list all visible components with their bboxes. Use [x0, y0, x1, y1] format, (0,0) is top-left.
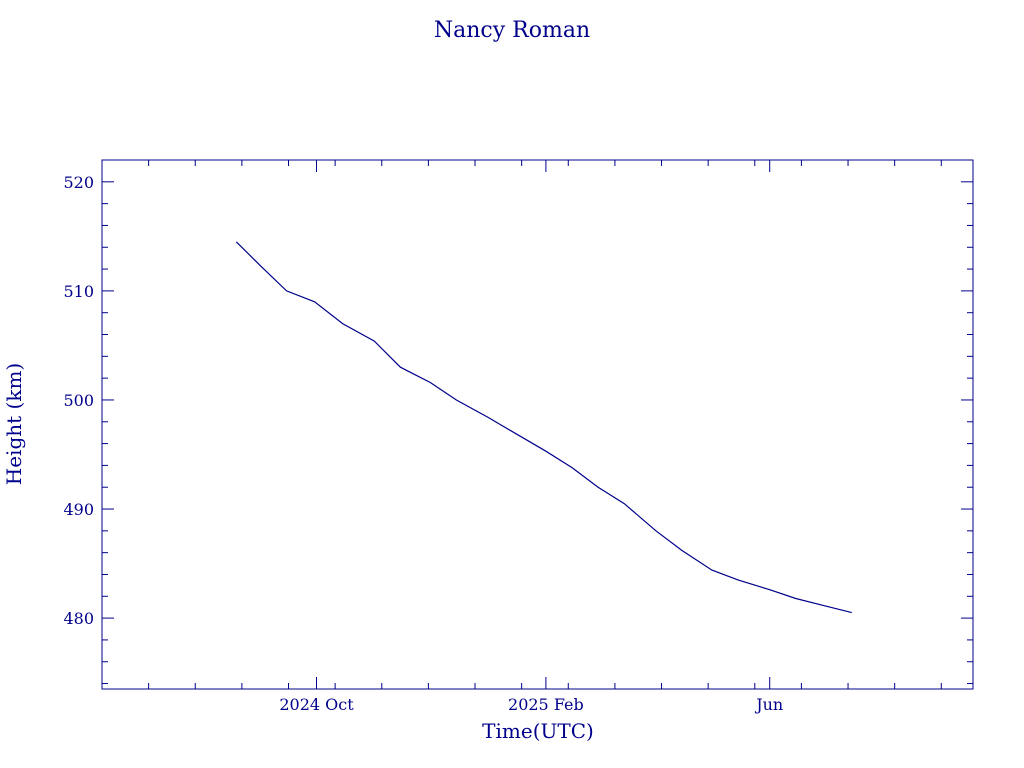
- series-line-height: [235, 241, 852, 614]
- y-tick-label-480: 480: [63, 609, 94, 628]
- y-axis: 480 490 500 510 520: [63, 173, 973, 628]
- y-axis-label: Height (km): [2, 363, 26, 485]
- x-axis-label: Time(UTC): [482, 719, 594, 743]
- plot-frame: [101, 159, 974, 690]
- y-tick-label-520: 520: [63, 173, 94, 192]
- x-tick-label-2: Jun: [754, 695, 783, 714]
- x-tick-label-0: 2024 Oct: [279, 695, 354, 714]
- x-axis: 2024 Oct 2025 Feb Jun: [279, 160, 783, 714]
- minor-ticks: [101, 159, 973, 689]
- y-tick-label-510: 510: [63, 282, 94, 301]
- chart-title: Nancy Roman: [434, 18, 590, 43]
- y-tick-label-500: 500: [63, 391, 94, 410]
- y-tick-label-490: 490: [63, 500, 94, 519]
- x-tick-label-1: 2025 Feb: [508, 695, 584, 714]
